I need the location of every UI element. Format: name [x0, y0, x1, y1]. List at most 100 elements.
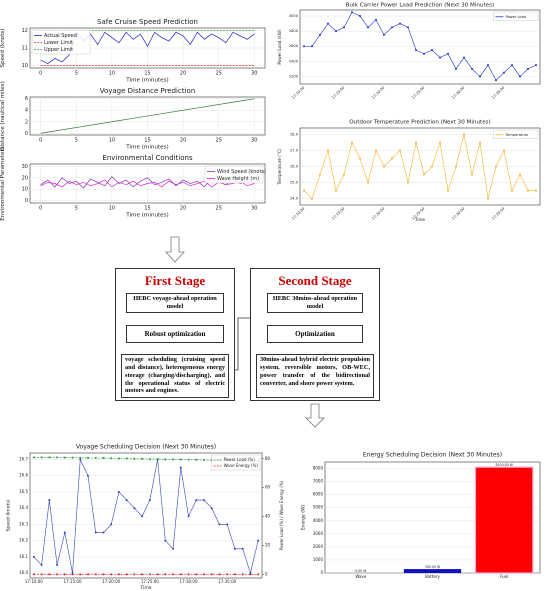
- y-tick-label: 10: [22, 63, 28, 69]
- marker: [179, 458, 182, 461]
- marker: [375, 18, 377, 21]
- marker: [399, 149, 401, 152]
- stage-box: Second Stage HEBC 30mins-ahead operation…: [250, 268, 380, 401]
- marker: [117, 457, 120, 460]
- marker: [63, 531, 66, 534]
- marker: [455, 67, 457, 70]
- marker: [367, 181, 369, 184]
- plot-area: [299, 9, 541, 85]
- marker: [133, 507, 136, 510]
- marker: [210, 507, 213, 510]
- y-axis-label: Power Load (kW): [277, 29, 282, 65]
- marker: [102, 457, 105, 460]
- x-tick-label: Battery: [425, 574, 440, 579]
- marker: [431, 49, 433, 52]
- marker: [32, 555, 35, 558]
- legend-label: Temperature: [504, 133, 529, 137]
- x-tick-label: 30: [251, 206, 257, 212]
- marker: [503, 71, 505, 74]
- x-tick-label: Fuel: [500, 574, 508, 579]
- y2-tick-label: 40: [265, 514, 271, 519]
- marker: [359, 15, 361, 18]
- marker: [56, 573, 59, 576]
- marker: [79, 573, 82, 576]
- y-tick-label: 2200: [289, 74, 299, 78]
- x-tick-label: 17:15:00: [64, 579, 82, 584]
- marker: [471, 173, 473, 176]
- marker: [311, 45, 313, 48]
- marker: [195, 573, 198, 576]
- y-tick-label: 16.6: [19, 473, 28, 478]
- y-tick-label: 16.4: [19, 505, 28, 510]
- marker: [423, 173, 425, 176]
- y-tick-label: 25.0: [290, 181, 299, 185]
- marker: [110, 573, 113, 576]
- marker: [172, 573, 175, 576]
- marker: [487, 197, 489, 200]
- x-axis-label: Time (minutes): [125, 78, 168, 84]
- chart-title: Outdoor Temperature Prediction (Next 30 …: [349, 120, 490, 126]
- marker: [56, 564, 59, 567]
- marker: [110, 457, 113, 460]
- x-axis-label: Time (minutes): [125, 145, 168, 151]
- marker: [455, 165, 457, 168]
- y-tick-label: 2600: [289, 44, 299, 48]
- marker: [125, 457, 128, 460]
- step-box: 30mins-ahead hybrid electric propulsion …: [256, 354, 374, 398]
- x-tick-label: 25: [216, 206, 222, 212]
- marker: [415, 141, 417, 144]
- marker: [535, 64, 537, 67]
- legend-label: Upper Limit: [44, 47, 73, 53]
- y-tick-label: 1000: [313, 557, 324, 562]
- x-tick-label: 17:35:00: [491, 85, 506, 100]
- marker: [233, 573, 236, 576]
- chart-title: Voyage Scheduling Decision (Next 30 Minu…: [76, 444, 216, 451]
- x-tick-label: 20: [180, 206, 186, 212]
- x-tick-label: 17:20:00: [371, 206, 386, 221]
- y-tick-label: 2000: [313, 544, 324, 549]
- marker: [117, 573, 120, 576]
- y-tick-label: 6000: [313, 492, 324, 497]
- x-axis-label: Time: [139, 585, 151, 591]
- x-tick-label: 20: [180, 71, 186, 77]
- legend-box: [493, 129, 539, 139]
- x-tick-label: 25: [216, 138, 222, 144]
- marker: [319, 173, 321, 176]
- step-box: HEBC voyage-ahead operation model: [126, 293, 224, 313]
- bar: [474, 466, 534, 574]
- x-tick-label: 5: [75, 206, 78, 212]
- chart-title: Bulk Carrier Power Load Prediction (Next…: [346, 3, 494, 9]
- y-axis-label: Distance (nautical miles): [0, 81, 6, 151]
- marker: [407, 181, 409, 184]
- marker: [102, 531, 105, 534]
- x-tick-label: 10: [109, 71, 115, 77]
- x-tick-label: 17:30:00: [451, 206, 466, 221]
- y-tick-label: 6: [25, 96, 28, 102]
- marker: [187, 458, 190, 461]
- marker: [133, 573, 136, 576]
- y-tick-label: 24.0: [290, 197, 299, 201]
- y2-tick-label: 0: [265, 571, 268, 576]
- x-tick-label: 15: [144, 206, 150, 212]
- marker: [447, 189, 449, 192]
- x-tick-label: 30: [251, 138, 257, 144]
- marker: [519, 75, 521, 78]
- y-tick-label: 3000: [289, 14, 299, 18]
- chart-title: Energy Scheduling Decision (Next 30 Minu…: [363, 452, 502, 459]
- marker: [226, 523, 229, 526]
- series-line: [40, 98, 255, 134]
- x-tick-label: 17:35:00: [218, 579, 236, 584]
- marker: [423, 52, 425, 55]
- x-tick-label: 10: [109, 138, 115, 144]
- marker: [383, 165, 385, 168]
- x-tick-label: 17:15:00: [331, 206, 346, 221]
- marker: [495, 165, 497, 168]
- marker: [257, 539, 260, 542]
- marker: [319, 33, 321, 36]
- step-box: HEBC 30mins-ahead operation model: [267, 293, 363, 313]
- y-axis-label: Energy (W): [301, 504, 307, 530]
- marker: [218, 523, 221, 526]
- y-tick-label: 8000: [313, 466, 324, 471]
